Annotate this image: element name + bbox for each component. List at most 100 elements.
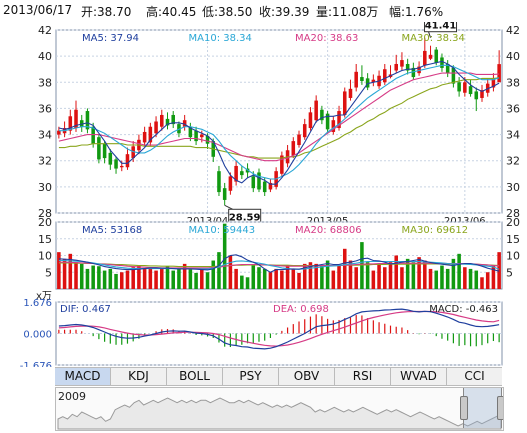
tab-cci[interactable]: CCI	[464, 369, 485, 383]
volume-bar	[160, 268, 164, 289]
volume-bar	[428, 268, 433, 289]
navigator-history-line	[57, 397, 502, 430]
time-navigator[interactable]: 2009	[55, 387, 504, 431]
volume-bar	[440, 265, 444, 289]
kline-y-tick-left: 36	[38, 102, 52, 115]
volume-bar	[177, 268, 181, 289]
volume-bar	[331, 270, 336, 289]
volume-bar	[337, 265, 341, 289]
volume-bar	[291, 268, 296, 289]
navigator-window[interactable]	[460, 388, 503, 428]
volume-y-tick-left: 20	[38, 216, 52, 229]
kline-y-tick-left: 38	[38, 76, 52, 89]
tab-wvad[interactable]: WVAD	[391, 368, 447, 385]
candle-body	[400, 60, 404, 67]
candle-body	[451, 67, 456, 84]
kline-y-tick-right: 36	[506, 102, 520, 115]
volume-bar	[405, 258, 410, 289]
navigator-right-handle[interactable]	[497, 396, 503, 420]
volume-bar	[154, 270, 158, 289]
volume-bar	[497, 252, 501, 289]
volume-bar	[388, 262, 393, 289]
volume-y-tick-right: 5	[506, 266, 513, 279]
volume-bar	[240, 275, 244, 289]
stock-chart-area[interactable]: 424240403838363634343232303028282013/042…	[0, 22, 527, 367]
kline-y-tick-left: 40	[38, 50, 52, 63]
candle-body	[291, 141, 296, 156]
volume-bar	[400, 267, 404, 289]
candle-body	[411, 67, 416, 78]
volume-bar	[222, 223, 227, 289]
volume-bar	[182, 263, 187, 289]
volume-bar	[377, 263, 381, 289]
candle-body	[308, 112, 313, 129]
candle-body	[428, 54, 433, 59]
tab-kdj[interactable]: KDJ	[111, 368, 167, 385]
volume-bar	[383, 267, 387, 289]
candle-body	[91, 126, 95, 144]
tab-macd[interactable]: MACD	[55, 368, 111, 385]
tab-boll[interactable]: BOLL	[167, 368, 223, 385]
volume-bar	[371, 270, 376, 289]
kline-y-tick-right: 34	[506, 129, 520, 142]
kline-y-tick-right: 32	[506, 155, 520, 168]
volume-y-tick-right: 10	[506, 250, 520, 263]
volume-bar	[148, 267, 153, 289]
candle-body	[182, 120, 187, 127]
navigator-left-handle[interactable]	[460, 396, 468, 420]
macd-y-tick: -1.676	[20, 361, 52, 367]
candle-body	[234, 165, 238, 182]
volume-bar	[62, 258, 67, 289]
quote-open: 开:38.70	[81, 5, 132, 19]
candle-body	[434, 49, 439, 63]
kline-ma20-line	[58, 72, 500, 162]
candle-body	[360, 77, 364, 81]
candle-body	[468, 86, 473, 95]
candle-body	[497, 64, 501, 83]
volume-bar	[165, 266, 170, 289]
candle-body	[222, 188, 227, 200]
volume-bar	[79, 263, 84, 289]
candle-body	[74, 109, 78, 129]
volume-legend-2: MA20: 68806	[295, 225, 362, 236]
candle-body	[200, 134, 204, 138]
candle-body	[108, 152, 113, 165]
candle-body	[131, 146, 135, 159]
volume-bar	[142, 268, 147, 289]
candle-body	[280, 155, 284, 174]
volume-y-tick-left: 10	[38, 250, 52, 263]
kline-y-tick-left: 42	[38, 24, 52, 37]
volume-bar	[320, 265, 324, 289]
kline-y-tick-right: 30	[506, 181, 520, 194]
tab-obv[interactable]: OBV	[279, 368, 335, 385]
macd-y-tick: 1.676	[23, 298, 52, 309]
candle-body	[240, 171, 244, 176]
quote-high: 高:40.45	[146, 5, 197, 19]
candle-body	[125, 154, 130, 168]
candle-body	[383, 69, 387, 83]
candle-body	[417, 66, 421, 74]
candle-body	[445, 63, 450, 74]
volume-bar	[188, 269, 193, 289]
kline-ma30-line	[58, 77, 500, 159]
kline-ma10-line	[58, 64, 500, 180]
candle-body	[337, 111, 341, 129]
annotation-leader	[224, 204, 233, 210]
volume-bar	[394, 255, 398, 289]
candle-body	[257, 172, 261, 190]
candle-body	[160, 114, 164, 127]
volume-bar	[423, 260, 427, 289]
annotation-box	[424, 22, 458, 33]
volume-bar	[102, 270, 107, 289]
indicator-tabs: MACD KDJ BOLL PSY OBV RSI WVAD CCI	[55, 367, 502, 386]
volume-bar	[57, 252, 61, 289]
volume-bar	[485, 272, 490, 289]
candle-body	[371, 79, 376, 83]
annotation-label: 28.59	[229, 212, 261, 223]
tab-rsi[interactable]: RSI	[335, 368, 391, 385]
volume-bar	[68, 253, 73, 289]
candle-body	[331, 120, 336, 132]
volume-panel-frame	[55, 221, 503, 290]
candle-body	[142, 131, 147, 143]
tab-psy[interactable]: PSY	[223, 368, 279, 385]
